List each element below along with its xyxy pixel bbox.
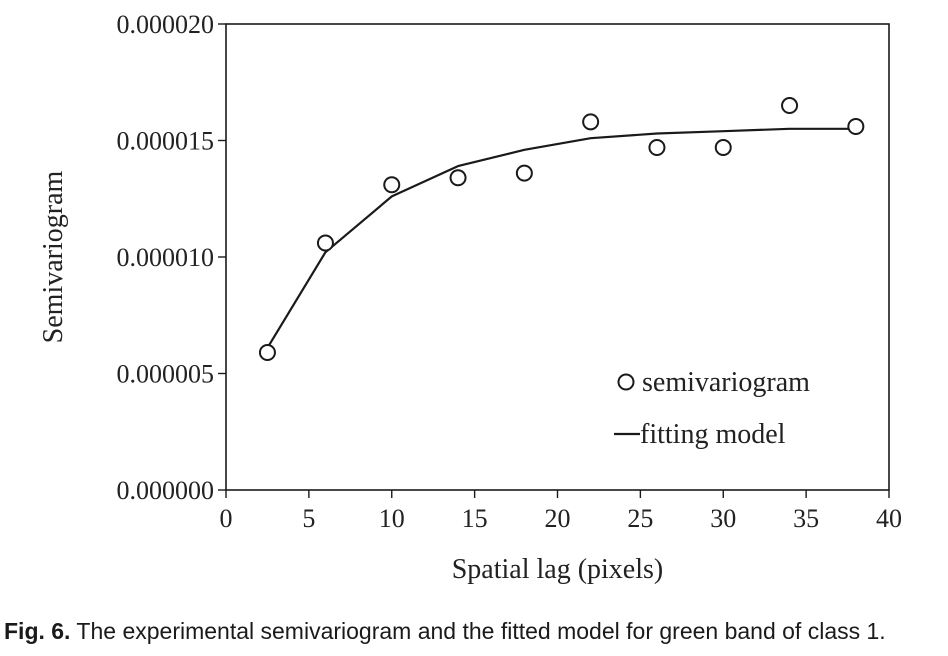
chart: 0 5 10 15 20 25 30 35 40 0.000000 0.000005 0.000010…	[38, 10, 903, 585]
legend-label-fitting-model: fitting model	[640, 419, 786, 450]
x-tick-label: 25	[627, 504, 653, 533]
y-axis-label: Semivariogram	[38, 170, 69, 343]
y-tick-label: 0.000020	[117, 10, 215, 39]
legend-label-semivariogram: semivariogram	[642, 367, 810, 398]
semivariogram-point	[449, 169, 467, 187]
semivariogram-point	[383, 176, 401, 194]
y-tick-label: 0.000000	[117, 476, 215, 505]
y-tick-label: 0.000005	[117, 360, 215, 389]
y-tick-label: 0.000010	[117, 243, 215, 272]
plot-frame	[225, 23, 890, 491]
x-tick-label: 5	[302, 504, 315, 533]
x-axis-label: Spatial lag (pixels)	[452, 554, 664, 585]
semivariogram-point	[781, 97, 799, 115]
semivariogram-point	[316, 234, 334, 252]
x-tick-label: 0	[220, 504, 233, 533]
x-tick-label: 40	[876, 504, 902, 533]
caption-text: The experimental semivariogram and the f…	[70, 618, 886, 644]
semivariogram-point	[847, 118, 865, 136]
x-tick-label: 15	[462, 504, 488, 533]
semivariogram-point	[648, 138, 666, 156]
ticks: 0 5 10 15 20 25 30 35 40 0.000000 0.000005 0.000010…	[117, 10, 903, 533]
semivariogram-point	[582, 113, 600, 131]
x-tick-label: 20	[545, 504, 571, 533]
legend: semivariogram fitting model	[614, 367, 810, 450]
x-tick-label: 30	[710, 504, 736, 533]
x-tick-label: 10	[379, 504, 405, 533]
figure-caption: Fig. 6. The experimental semivariogram a…	[4, 618, 948, 645]
semivariogram-point	[515, 164, 533, 182]
fitting-model-line	[266, 127, 856, 349]
y-tick-label: 0.000015	[117, 127, 215, 156]
x-tick-label: 35	[793, 504, 819, 533]
legend-marker-circle	[617, 373, 635, 391]
semivariogram-point	[714, 138, 732, 156]
figure-label: Fig. 6.	[4, 618, 71, 644]
series	[258, 97, 865, 362]
chart-svg: 0 5 10 15 20 25 30 35 40 0.000000 0.000005 0.000010…	[38, 10, 903, 585]
axes	[225, 23, 890, 491]
semivariogram-point	[258, 344, 276, 362]
